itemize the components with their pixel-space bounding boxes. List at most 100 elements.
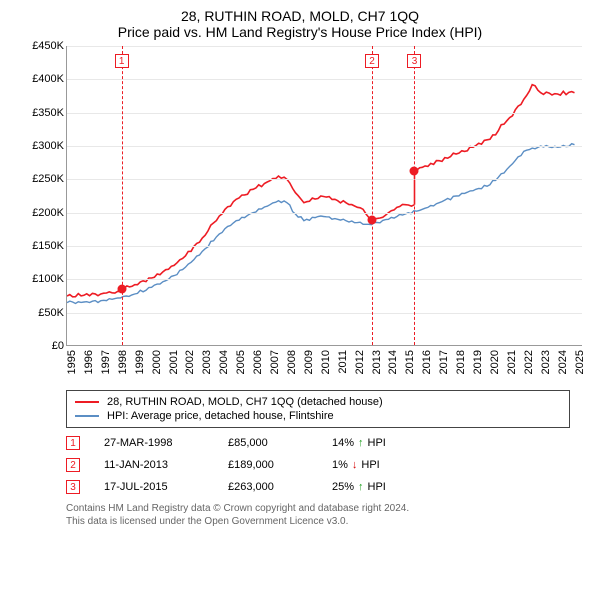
y-tick-label: £300K	[32, 140, 64, 152]
y-axis: £0£50K£100K£150K£200K£250K£300K£350K£400…	[22, 46, 66, 346]
sale-marker-line	[372, 46, 373, 345]
sale-number-box: 3	[66, 480, 80, 494]
sale-diff-label: HPI	[368, 437, 386, 449]
gridline	[67, 179, 582, 180]
gridline	[67, 79, 582, 80]
sale-date: 27-MAR-1998	[104, 437, 204, 449]
gridline	[67, 146, 582, 147]
chart-title: 28, RUTHIN ROAD, MOLD, CH7 1QQ	[12, 8, 588, 24]
y-tick-label: £400K	[32, 73, 64, 85]
y-tick-label: £50K	[38, 307, 64, 319]
x-tick-label: 2020	[489, 350, 501, 374]
sale-diff-pct: 1%	[332, 459, 348, 471]
y-tick-label: £0	[52, 340, 64, 352]
x-tick-label: 2005	[235, 350, 247, 374]
chart-subtitle: Price paid vs. HM Land Registry's House …	[12, 24, 588, 40]
line-series-svg	[67, 46, 583, 346]
x-tick-label: 2018	[455, 350, 467, 374]
x-tick-label: 1995	[66, 350, 78, 374]
gridline	[67, 46, 582, 47]
x-tick-label: 2006	[252, 350, 264, 374]
sale-dot	[368, 216, 377, 225]
sale-price: £263,000	[228, 481, 308, 493]
sale-diff: 14%↑HPI	[332, 437, 386, 449]
x-tick-label: 2010	[320, 350, 332, 374]
x-tick-label: 2025	[574, 350, 586, 374]
legend-swatch	[75, 401, 99, 403]
x-tick-label: 2008	[286, 350, 298, 374]
sale-diff-label: HPI	[368, 481, 386, 493]
chart-container: 28, RUTHIN ROAD, MOLD, CH7 1QQ Price pai…	[0, 0, 600, 590]
x-tick-label: 2001	[168, 350, 180, 374]
arrow-up-icon: ↑	[358, 481, 364, 493]
sale-marker-line	[414, 46, 415, 345]
sale-marker-line	[122, 46, 123, 345]
x-tick-label: 1997	[100, 350, 112, 374]
sale-date: 17-JUL-2015	[104, 481, 204, 493]
gridline	[67, 279, 582, 280]
sale-date: 11-JAN-2013	[104, 459, 204, 471]
x-tick-label: 2004	[218, 350, 230, 374]
x-tick-label: 2014	[387, 350, 399, 374]
series-line	[415, 85, 575, 171]
gridline	[67, 113, 582, 114]
legend-row: HPI: Average price, detached house, Flin…	[75, 409, 561, 423]
sale-diff-label: HPI	[361, 459, 379, 471]
y-tick-label: £200K	[32, 207, 64, 219]
x-tick-label: 2013	[371, 350, 383, 374]
x-tick-label: 2023	[540, 350, 552, 374]
gridline	[67, 313, 582, 314]
y-tick-label: £150K	[32, 240, 64, 252]
x-tick-label: 2015	[404, 350, 416, 374]
sale-price: £85,000	[228, 437, 308, 449]
x-tick-label: 2000	[151, 350, 163, 374]
footer: Contains HM Land Registry data © Crown c…	[66, 502, 570, 528]
x-tick-label: 1996	[83, 350, 95, 374]
chart-area: £0£50K£100K£150K£200K£250K£300K£350K£400…	[22, 46, 582, 386]
x-tick-label: 2007	[269, 350, 281, 374]
sale-diff: 25% ↑ HPI	[332, 481, 386, 493]
gridline	[67, 246, 582, 247]
sale-dot	[410, 166, 419, 175]
sale-diff-pct: 25%	[332, 481, 354, 493]
footer-line-2: This data is licensed under the Open Gov…	[66, 515, 570, 528]
x-tick-label: 2022	[523, 350, 535, 374]
sale-marker-box: 2	[365, 54, 379, 68]
gridline	[67, 213, 582, 214]
x-axis: 1995 1996 1997 1998 1999 2000 2001 2002 2003 2004…	[66, 346, 582, 386]
y-tick-label: £450K	[32, 40, 64, 52]
y-tick-label: £250K	[32, 173, 64, 185]
sale-row: 127-MAR-1998£85,00014%↑HPI	[66, 436, 570, 450]
x-tick-label: 1998	[117, 350, 129, 374]
y-tick-label: £350K	[32, 107, 64, 119]
x-tick-label: 2016	[421, 350, 433, 374]
x-tick-label: 2021	[506, 350, 518, 374]
sale-row: 3 17-JUL-2015 £263,000 25% ↑ HPI	[66, 480, 570, 494]
x-tick-label: 2017	[438, 350, 450, 374]
footer-line-1: Contains HM Land Registry data © Crown c…	[66, 502, 570, 515]
x-tick-label: 2011	[337, 350, 349, 374]
sale-marker-box: 3	[407, 54, 421, 68]
sales-table: 127-MAR-1998£85,00014%↑HPI211-JAN-2013£1…	[66, 436, 570, 494]
x-tick-label: 2012	[354, 350, 366, 374]
arrow-down-icon: ↓	[352, 459, 358, 471]
sale-number-box: 1	[66, 436, 80, 450]
x-tick-label: 2019	[472, 350, 484, 374]
x-tick-label: 2002	[184, 350, 196, 374]
legend: 28, RUTHIN ROAD, MOLD, CH7 1QQ (detached…	[66, 390, 570, 428]
legend-label: 28, RUTHIN ROAD, MOLD, CH7 1QQ (detached…	[107, 396, 383, 408]
x-tick-label: 1999	[134, 350, 146, 374]
x-tick-label: 2009	[303, 350, 315, 374]
plot-area: 1 2 3	[66, 46, 582, 346]
x-tick-label: 2024	[557, 350, 569, 374]
sale-marker-box: 1	[115, 54, 129, 68]
arrow-up-icon: ↑	[358, 437, 364, 449]
legend-swatch	[75, 415, 99, 417]
sale-row: 2 11-JAN-2013 £189,000 1% ↓HPI	[66, 458, 570, 472]
x-tick-label: 2003	[201, 350, 213, 374]
sale-diff: 1% ↓HPI	[332, 459, 380, 471]
legend-label: HPI: Average price, detached house, Flin…	[107, 410, 334, 422]
sale-price: £189,000	[228, 459, 308, 471]
sale-number-box: 2	[66, 458, 80, 472]
sale-dot	[117, 285, 126, 294]
